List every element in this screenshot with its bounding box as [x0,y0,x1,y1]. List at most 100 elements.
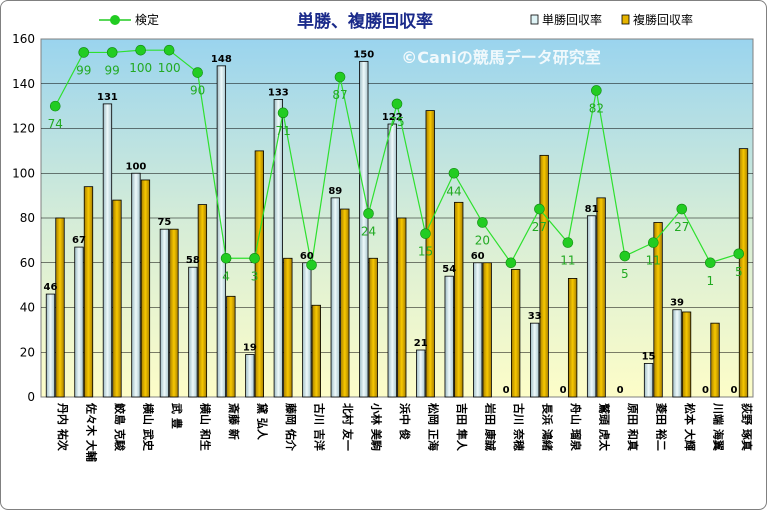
kentei-point [249,252,260,264]
data-label-tansho: 81 [585,204,599,215]
bar-tansho [45,293,56,398]
y-tick-label: 20 [20,345,35,359]
bar-tansho [444,275,454,398]
legend-label-tansho: 単勝回収率 [542,12,602,27]
category-label: 松本 大輝 [683,403,697,451]
kentei-point [163,44,175,56]
category-label: 川端 海翼 [711,402,725,451]
category-label: 横山 武史 [142,403,156,452]
bar-fukusho [112,199,122,398]
bar-tansho [131,172,141,398]
data-label-kentei: 15 [418,245,433,259]
data-label-kentei: 82 [589,101,604,115]
data-label-tansho: 39 [670,298,684,309]
category-label: 長浜 鴻緒 [540,403,554,451]
data-label-tansho: 0 [503,385,510,396]
bar-fukusho [681,311,692,398]
kentei-point [676,203,688,215]
y-tick-label: 160 [12,32,35,46]
kentei-point [277,107,289,119]
kentei-point [192,67,203,78]
bar-tansho [216,65,227,398]
category-label: 原田 和真 [626,403,640,451]
legend-line-marker [110,15,120,25]
y-tick-label: 40 [20,301,35,315]
line-series [49,44,745,271]
kentei-point [391,98,403,110]
category-label: 丹内 祐次 [56,403,70,451]
data-label-tansho: 60 [300,251,314,262]
kentei-point [49,100,61,112]
bar-fukusho [425,110,435,398]
bar-fukusho [283,257,293,398]
bar-tansho [330,197,340,398]
data-label-tansho: 131 [97,92,118,103]
legend: 検定 単勝回収率 複勝回収率 [99,12,693,27]
category-label: 吉田 隼人 [455,403,469,452]
category-label: 古川 吉洋 [313,403,327,451]
category-label: 北村 友一 [341,403,355,451]
category-label: 佐々木 大輔 [85,402,99,462]
bar-tansho [74,246,84,398]
y-tick-label: 60 [20,256,35,270]
data-label-tansho: 122 [382,112,403,123]
kentei-point [220,252,232,264]
category-label: 古川 奈穂 [512,403,526,451]
kentei-point [477,217,488,228]
data-label-kentei: 100 [158,61,181,75]
y-tick-label: 140 [12,77,35,91]
bar-fukusho [710,322,720,398]
category-label: 鮫島 克駿 [113,403,127,452]
bar-fukusho [83,186,94,398]
category-label: 岩田 康誠 [483,402,497,451]
data-label-kentei: 20 [475,233,490,247]
bar-fukusho [539,154,549,398]
data-label-kentei: 4 [222,269,230,283]
category-label: 横山 和生 [199,403,213,451]
data-label-tansho: 67 [72,235,86,246]
data-label-tansho: 0 [702,385,709,396]
data-label-kentei: 71 [275,124,290,138]
data-label-tansho: 15 [642,351,656,362]
bar-fukusho [340,208,350,398]
y-tick-label: 100 [12,166,35,180]
kentei-point [562,237,574,248]
kentei-point [306,259,317,271]
kentei-point [733,248,745,260]
data-label-kentei: 1 [706,274,714,288]
data-label-kentei: 27 [532,220,547,234]
category-label: 鷲頭 虎太 [597,403,611,452]
data-label-kentei: 90 [190,84,205,98]
legend-label-fukusho: 複勝回収率 [633,12,693,27]
category-label: 小林 美駒 [370,402,384,451]
bar-fukusho [169,228,179,398]
bar-tansho [672,309,682,398]
bar-tansho [302,262,312,398]
category-label: 松岡 正海 [426,403,440,451]
bar-fukusho [454,201,464,398]
bar-fukusho [567,278,578,398]
bar-fukusho [397,217,407,398]
data-labels: 4667131100755814819133608915012221546003… [44,49,743,396]
bar-fukusho [511,269,521,398]
category-label: 斎藤 新 [227,403,241,440]
category-label: 舟山 瑠泉 [569,403,583,452]
data-label-tansho: 46 [44,282,58,293]
data-label-kentei: 99 [105,63,120,77]
kentei-point [591,85,602,96]
kentei-point [534,203,545,215]
bar-tansho [102,103,113,398]
data-label-tansho: 19 [243,342,257,353]
data-label-tansho: 0 [617,385,624,396]
bar-fukusho [653,222,663,398]
kentei-point [78,47,90,58]
category-labels: 丹内 祐次 佐々木 大輔 鮫島 克駿 横山 武史武 豊 横山 和生 斎藤 新 黛 弘人 藤岡 … [56,402,754,462]
data-label-kentei: 24 [361,225,376,239]
bar-fukusho [368,257,378,398]
bar-fukusho [140,179,151,398]
bar-fukusho [311,304,321,398]
chart-title: 単勝、複勝回収率 [297,11,433,32]
watermark: ©Caniの競馬データ研究室 [401,48,600,67]
data-label-tansho: 21 [414,338,428,349]
